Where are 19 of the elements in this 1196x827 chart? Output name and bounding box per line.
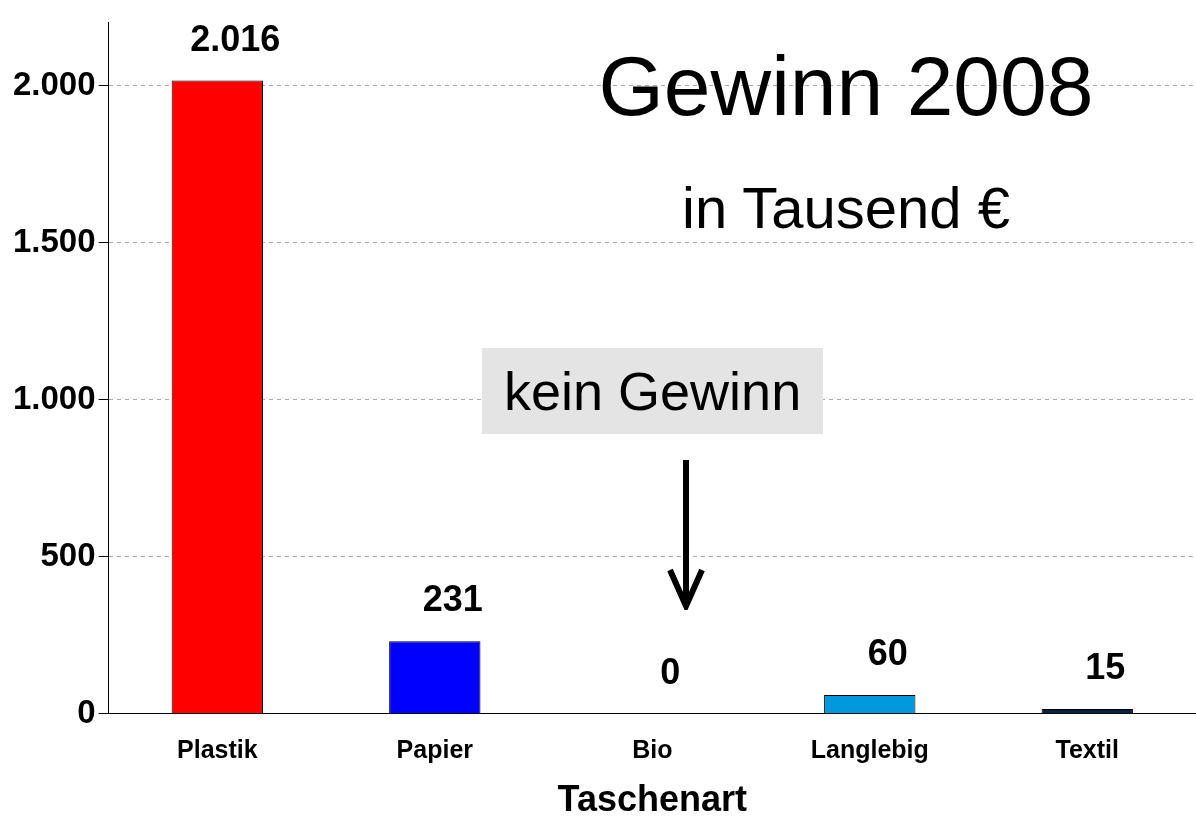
- x-tick-label: Papier: [396, 734, 474, 763]
- data-label: 15: [1085, 646, 1126, 688]
- x-axis-title: Taschenart: [557, 778, 747, 820]
- x-tick-label: Textil: [1055, 734, 1119, 763]
- text: in Tausend €: [682, 175, 1010, 240]
- data-label: 60: [867, 631, 908, 673]
- data-label: 0: [660, 650, 681, 692]
- x-tick-label: Plastik: [177, 734, 258, 763]
- y-tick-label: 2.000: [12, 64, 96, 102]
- data-label: 2.016: [190, 17, 281, 59]
- y-tick-label: 500: [40, 535, 96, 573]
- x-tick-label: Langlebig: [810, 734, 929, 763]
- data-label: 231: [422, 578, 483, 620]
- chart-title: Gewinn 2008: [598, 39, 1094, 133]
- y-tick-label: 0: [77, 692, 96, 730]
- y-tick-label: 1.000: [12, 378, 96, 416]
- y-tick-label: 1.500: [12, 221, 96, 259]
- x-tick-label: Bio: [632, 734, 673, 763]
- annotation: kein Gewinn: [482, 348, 824, 434]
